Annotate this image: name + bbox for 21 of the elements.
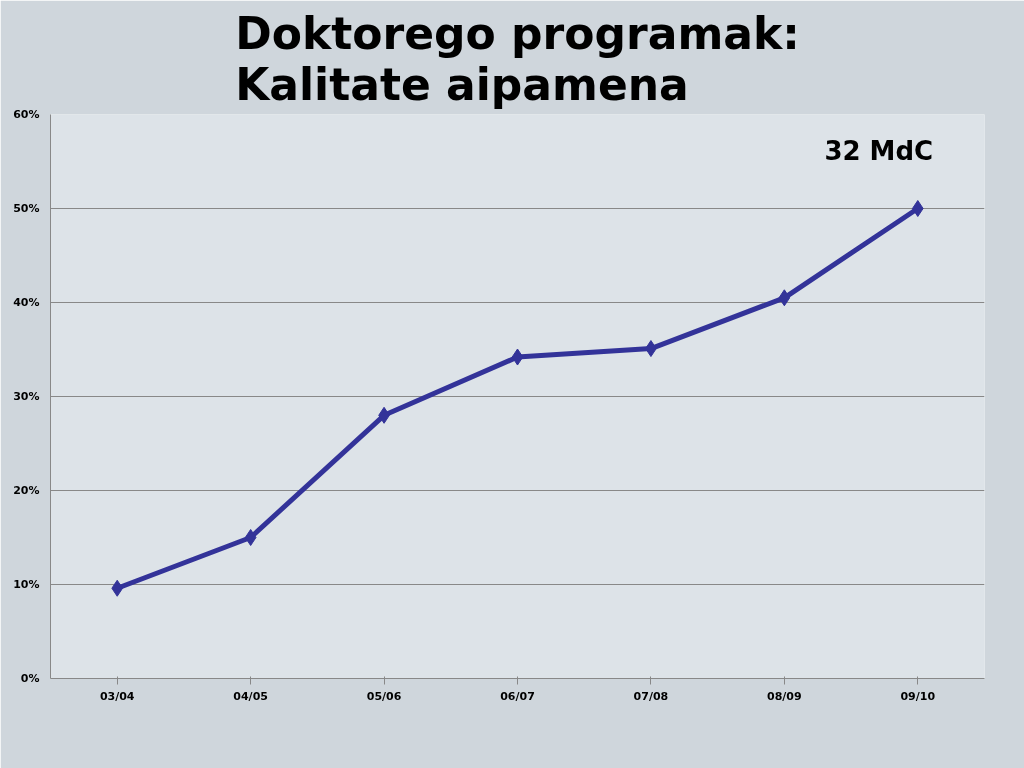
- y-tick-label: 40%: [13, 296, 40, 309]
- y-tick-label: 0%: [20, 672, 40, 685]
- x-tick-label: 09/10: [900, 689, 936, 703]
- y-tick-label: 10%: [13, 578, 40, 591]
- point: [778, 289, 791, 307]
- x-tick-label: 06/07: [500, 689, 535, 703]
- y-tick-label: 20%: [13, 484, 40, 497]
- y-tick-label: 50%: [13, 202, 40, 215]
- x-tick-label: 07/08: [633, 689, 669, 703]
- x-tick-label: 03/04: [99, 689, 135, 703]
- point: [244, 529, 257, 546]
- y-tick-label: 30%: [13, 390, 40, 403]
- point: [511, 348, 524, 366]
- point: [111, 579, 124, 597]
- point: [911, 200, 924, 217]
- chart-title: Doktorego programak: Kalitate aipamena: [235, 7, 800, 110]
- y-tick-label: 60%: [13, 108, 40, 121]
- x-tick-label: 05/06: [366, 689, 402, 703]
- annotation: 32 MdC: [824, 136, 934, 167]
- x-tick-label: 08/09: [767, 689, 802, 703]
- x-tick-label: 04/05: [233, 689, 268, 703]
